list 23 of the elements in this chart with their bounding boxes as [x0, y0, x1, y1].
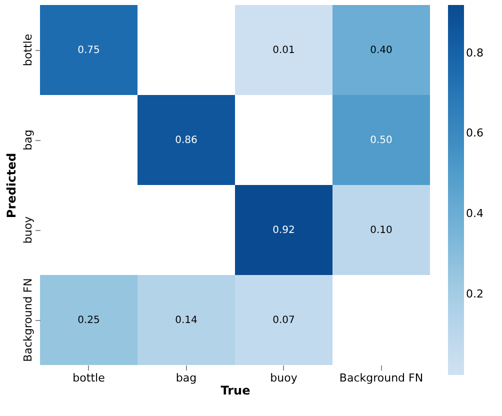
- color-bar-label: 0.8: [466, 46, 484, 60]
- data-label: 0.14: [175, 315, 198, 326]
- y-tick-label: bottle: [22, 34, 34, 66]
- data-label: 0.25: [78, 315, 100, 326]
- color-bar-label: 0.6: [466, 126, 484, 140]
- y-tick-label: buoy: [22, 216, 34, 244]
- x-tick-label: bag: [176, 372, 197, 384]
- data-label: 0.07: [272, 315, 295, 326]
- y-axis-title: Predicted: [4, 152, 18, 218]
- data-label: 0.50: [370, 135, 392, 146]
- x-tick-label: Background FN: [339, 372, 424, 384]
- x-tick-label: buoy: [270, 372, 298, 384]
- data-label: 0.10: [370, 225, 392, 236]
- data-label: 0.01: [272, 45, 295, 56]
- data-label: 0.75: [78, 45, 100, 56]
- color-bar-label: 0.4: [466, 207, 484, 220]
- data-label: 0.92: [272, 225, 295, 236]
- x-tick-label: bottle: [72, 372, 106, 384]
- x-axis-title: True: [220, 384, 250, 398]
- data-label: 0.86: [175, 135, 198, 146]
- y-tick-label: bag: [22, 130, 34, 150]
- color-bar-label: 0.2: [466, 288, 484, 301]
- data-label: 0.40: [370, 45, 392, 56]
